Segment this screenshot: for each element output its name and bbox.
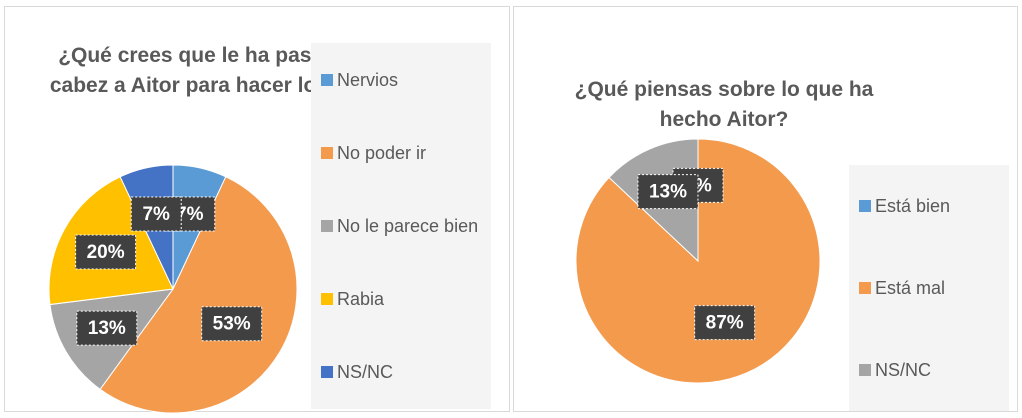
legend-swatch xyxy=(321,146,333,159)
legend-label: NS/NC xyxy=(875,360,932,380)
pie-chart: 0%87%13% xyxy=(575,138,821,384)
data-label-text: 87% xyxy=(706,313,744,334)
data-label: 53% xyxy=(201,306,263,342)
data-label-text: 7% xyxy=(176,204,204,225)
data-label: 13% xyxy=(76,310,138,346)
chart-panel: 0% 87% 13% ¿Qué piensas sobre lo que ha hec… xyxy=(513,6,1018,412)
data-label-box xyxy=(76,310,138,346)
legend-item: Nervios xyxy=(321,68,481,92)
pie-slice xyxy=(99,176,298,413)
legend-swatch xyxy=(321,73,333,86)
data-label-box xyxy=(75,234,137,270)
legend-label: No le parece bien xyxy=(337,215,479,236)
legend-label: Está mal xyxy=(875,278,946,298)
data-label: 87% xyxy=(694,305,756,341)
legend-swatch xyxy=(859,282,871,294)
legend-label: Está bien xyxy=(875,196,951,216)
legend-label: Rabia xyxy=(337,289,385,310)
data-label-box xyxy=(694,305,756,341)
data-label: 20% xyxy=(75,234,137,270)
legend-item: Está bien xyxy=(859,194,999,218)
legend-label: Nervios xyxy=(337,69,399,90)
data-label-text: 13% xyxy=(88,318,126,339)
data-label: 13% xyxy=(637,174,699,210)
chart-title: ¿Qué piensas sobre lo que ha hecho Aitor… xyxy=(574,78,874,131)
data-label-text: 7% xyxy=(142,204,170,225)
legend-item: Rabia xyxy=(321,287,481,311)
legend: Está bien Está mal NS/NC xyxy=(849,165,1009,411)
data-label-text: 20% xyxy=(87,242,125,263)
legend-item: No poder ir xyxy=(321,141,481,165)
legend-swatch xyxy=(321,366,333,379)
data-label: 7% xyxy=(130,196,182,232)
legend-swatch xyxy=(321,293,333,306)
legend-item: NS/NC xyxy=(859,358,999,382)
data-label-box xyxy=(637,174,699,210)
legend-item: No le parece bien xyxy=(321,214,481,238)
data-label-text: 53% xyxy=(213,314,251,335)
legend-item: NS/NC xyxy=(321,360,481,384)
data-label-text: 13% xyxy=(649,182,687,203)
data-label-box xyxy=(130,196,182,232)
legend-swatch xyxy=(859,200,871,212)
legend-swatch xyxy=(859,364,871,376)
legend-swatch xyxy=(321,219,333,232)
legend-label: NS/NC xyxy=(337,362,394,383)
data-label-box xyxy=(201,306,263,342)
legend: Nervios No poder ir No le parece bien Rabia… xyxy=(311,43,491,409)
pie-chart: 7% 53% 13% 20% 7% xyxy=(48,164,298,413)
legend-item: Está mal xyxy=(859,276,999,300)
chart-panel: 7% 53% 13% 20% 7% ¿Qué crees que le ha pasado… xyxy=(4,6,510,413)
legend-label: No poder ir xyxy=(337,142,427,163)
